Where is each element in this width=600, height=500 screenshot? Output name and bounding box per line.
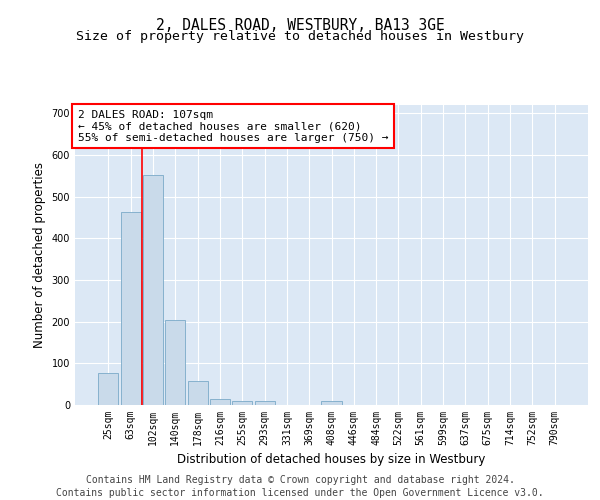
Bar <box>165 320 185 405</box>
Y-axis label: Number of detached properties: Number of detached properties <box>33 162 46 348</box>
X-axis label: Distribution of detached houses by size in Westbury: Distribution of detached houses by size … <box>178 454 485 466</box>
Text: Contains public sector information licensed under the Open Government Licence v3: Contains public sector information licen… <box>56 488 544 498</box>
Text: 2 DALES ROAD: 107sqm
← 45% of detached houses are smaller (620)
55% of semi-deta: 2 DALES ROAD: 107sqm ← 45% of detached h… <box>77 110 388 142</box>
Bar <box>188 381 208 405</box>
Bar <box>210 399 230 405</box>
Bar <box>143 174 163 405</box>
Text: Size of property relative to detached houses in Westbury: Size of property relative to detached ho… <box>76 30 524 43</box>
Text: Contains HM Land Registry data © Crown copyright and database right 2024.: Contains HM Land Registry data © Crown c… <box>86 475 514 485</box>
Bar <box>254 401 275 405</box>
Text: 2, DALES ROAD, WESTBURY, BA13 3GE: 2, DALES ROAD, WESTBURY, BA13 3GE <box>155 18 445 32</box>
Bar <box>232 401 252 405</box>
Bar <box>322 401 341 405</box>
Bar <box>98 372 118 405</box>
Bar <box>121 212 141 405</box>
